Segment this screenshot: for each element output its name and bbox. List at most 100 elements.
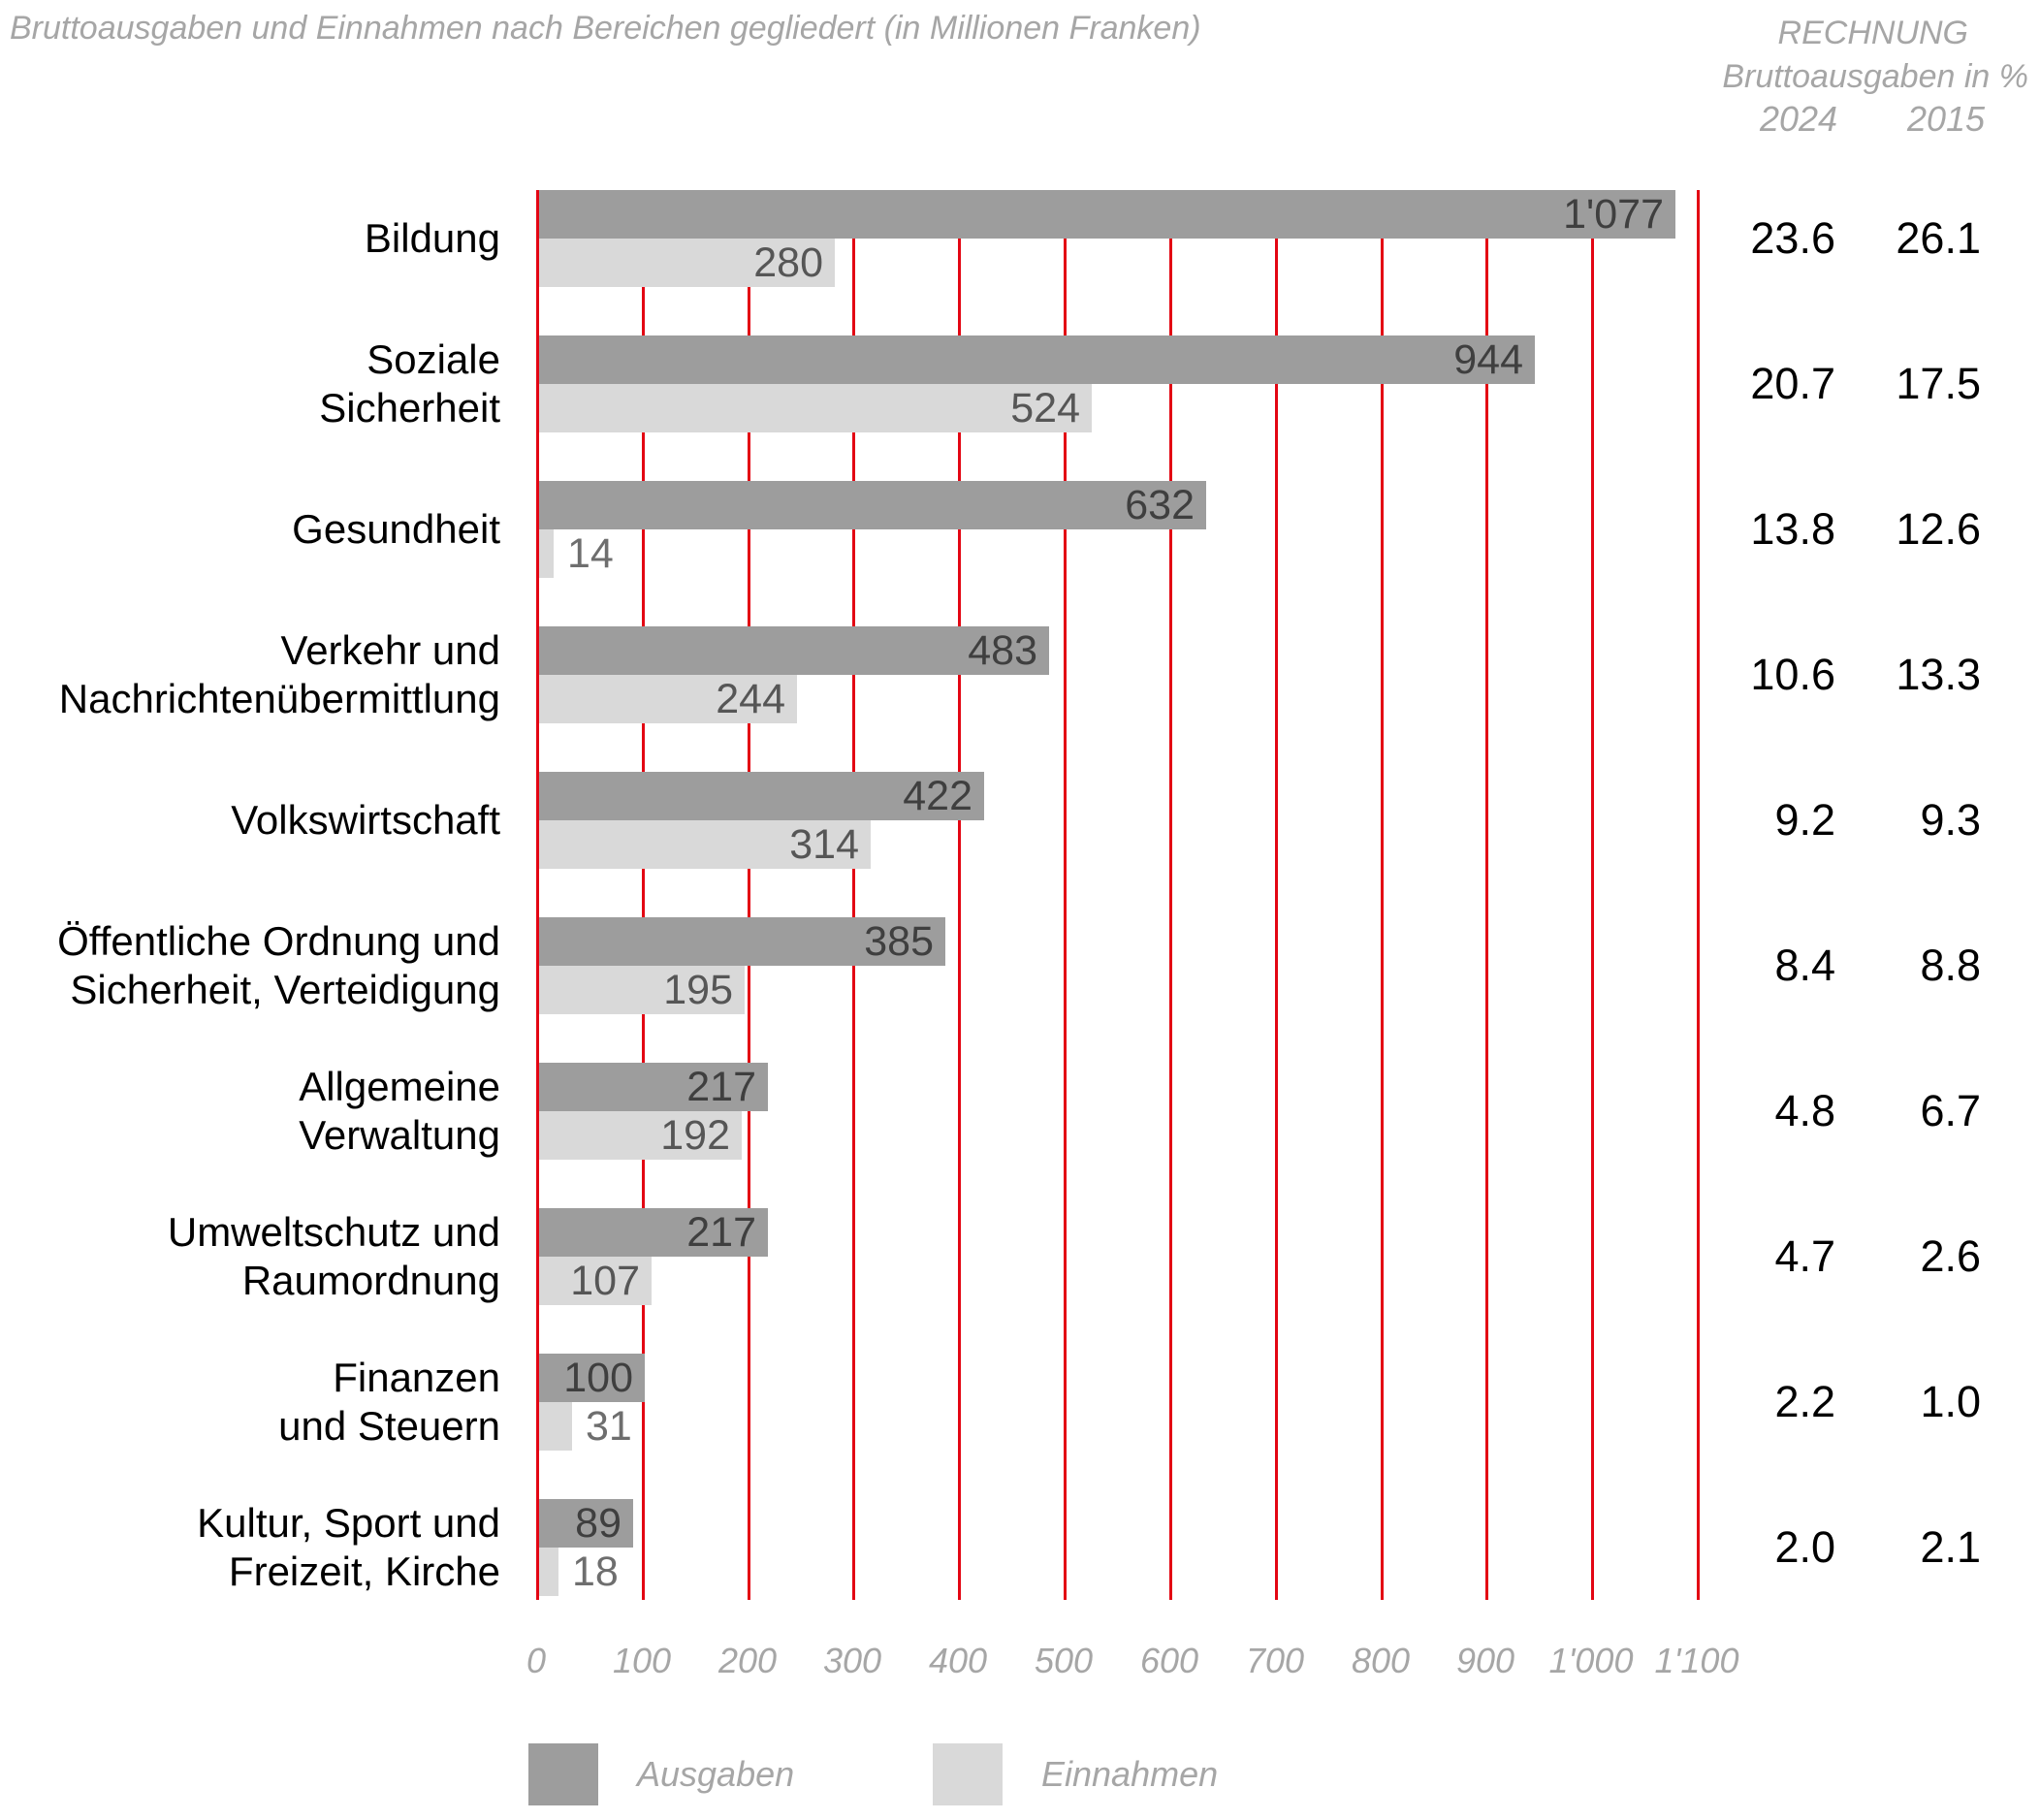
percent-2024: 23.6 <box>1750 213 1835 263</box>
column-year-2015: 2015 <box>1906 99 1986 139</box>
legend-swatch <box>528 1743 598 1805</box>
x-tick-label: 0 <box>526 1641 547 1680</box>
bar-value-label: 14 <box>567 529 614 577</box>
bar-value-label: 483 <box>968 626 1037 674</box>
ausgaben-bar: 100 <box>539 1354 645 1402</box>
bar-value-label: 1'077 <box>1563 190 1664 238</box>
gridline <box>1064 190 1067 1600</box>
category-label: Verkehr und Nachrichtenübermittlung <box>58 627 500 721</box>
bar-value-label: 632 <box>1125 481 1195 528</box>
bar-value-label: 31 <box>586 1402 632 1450</box>
einnahmen-bar: 244 <box>539 675 797 723</box>
x-tick-label: 600 <box>1139 1641 1199 1680</box>
bar-row: 100 31 <box>536 1354 1697 1451</box>
bar-value-label: 385 <box>864 917 934 965</box>
percent-2015: 2.1 <box>1920 1522 1981 1572</box>
percent-columns-header: RECHNUNG Bruttoausgaben in % <box>1551 12 2028 99</box>
percent-2015: 13.3 <box>1896 650 1981 699</box>
percent-2015: 6.7 <box>1920 1086 1981 1135</box>
x-tick-label: 800 <box>1351 1641 1411 1680</box>
chart-title: Bruttoausgaben und Einnahmen nach Bereic… <box>10 10 1201 47</box>
x-tick-label: 1'000 <box>1548 1641 1634 1680</box>
gridline <box>1485 190 1488 1600</box>
bar-value-label: 89 <box>575 1499 622 1547</box>
category-label: Öffentliche Ordnung und Sicherheit, Verte… <box>57 918 500 1012</box>
gridline <box>1169 190 1172 1600</box>
percent-2015: 12.6 <box>1896 504 1981 554</box>
x-tick-label: 300 <box>822 1641 882 1680</box>
bar-value-label: 18 <box>572 1548 619 1595</box>
category-label: Kultur, Sport und Freizeit, Kirche <box>197 1500 500 1594</box>
ausgaben-bar: 422 <box>539 772 984 820</box>
einnahmen-bar: 18 <box>539 1548 619 1596</box>
gridline <box>852 190 855 1600</box>
x-tick-label: 400 <box>928 1641 988 1680</box>
bar-row: 483 244 <box>536 626 1697 723</box>
bar-value-label: 195 <box>663 966 733 1013</box>
percent-2024: 8.4 <box>1774 941 1835 990</box>
percent-2024: 4.8 <box>1774 1086 1835 1135</box>
bar-value-label: 422 <box>903 772 972 819</box>
legend-label: Einnahmen <box>1041 1754 1219 1794</box>
einnahmen-bar: 31 <box>539 1402 632 1451</box>
gridline <box>1591 190 1594 1600</box>
percent-2015: 9.3 <box>1920 795 1981 845</box>
percent-2015: 1.0 <box>1920 1377 1981 1426</box>
bar-row: 422 314 <box>536 772 1697 869</box>
ausgaben-bar: 1'077 <box>539 190 1675 239</box>
ausgaben-bar: 217 <box>539 1063 768 1111</box>
bar-value-label: 217 <box>686 1063 756 1110</box>
percent-2024: 9.2 <box>1774 795 1835 845</box>
bar-value-label: 192 <box>660 1111 730 1159</box>
category-label: Soziale Sicherheit <box>319 336 500 431</box>
percent-2024: 13.8 <box>1750 504 1835 554</box>
ausgaben-bar: 89 <box>539 1499 633 1548</box>
bar-row: 89 18 <box>536 1499 1697 1596</box>
bar-value-label: 217 <box>686 1208 756 1256</box>
bar-row: 944 524 <box>536 335 1697 432</box>
legend-item: Ausgaben <box>528 1743 794 1805</box>
gridline <box>1697 190 1700 1600</box>
bar-row: 1'077 280 <box>536 190 1697 287</box>
legend-label: Ausgaben <box>637 1754 795 1794</box>
x-tick-label: 200 <box>717 1641 778 1680</box>
percent-2015: 2.6 <box>1920 1231 1981 1281</box>
bar-value-label: 107 <box>570 1257 640 1304</box>
ausgaben-bar: 483 <box>539 626 1049 675</box>
y-axis-line <box>536 190 539 1600</box>
einnahmen-bar: 524 <box>539 384 1092 432</box>
percent-2024: 20.7 <box>1750 359 1835 408</box>
einnahmen-bar: 107 <box>539 1257 652 1305</box>
bar-value-label: 524 <box>1010 384 1080 431</box>
x-tick-label: 500 <box>1034 1641 1094 1680</box>
legend-swatch <box>933 1743 1003 1805</box>
ausgaben-bar: 385 <box>539 917 945 966</box>
percent-2024: 10.6 <box>1750 650 1835 699</box>
category-label: Volkswirtschaft <box>231 797 500 843</box>
bar-value-label: 100 <box>563 1354 633 1401</box>
bar-value-label: 280 <box>753 239 823 286</box>
bar-value-label: 944 <box>1453 335 1523 383</box>
category-label: Gesundheit <box>292 506 500 552</box>
percent-2015: 26.1 <box>1896 213 1981 263</box>
einnahmen-bar: 14 <box>539 529 614 578</box>
gridline <box>958 190 961 1600</box>
category-label: Umweltschutz und Raumordnung <box>167 1209 500 1303</box>
percent-2024: 2.0 <box>1774 1522 1835 1572</box>
einnahmen-bar: 280 <box>539 239 835 287</box>
column-year-2024: 2024 <box>1759 99 1838 139</box>
einnahmen-bar: 195 <box>539 966 745 1014</box>
x-tick-label: 1'100 <box>1654 1641 1739 1680</box>
ausgaben-bar: 217 <box>539 1208 768 1257</box>
plot-area: 1'077 280 944 524 632 14 483 244 422 314 385 195 217… <box>536 190 1700 1600</box>
ausgaben-bar: 632 <box>539 481 1206 529</box>
percent-2015: 17.5 <box>1896 359 1981 408</box>
category-label: Allgemeine Verwaltung <box>299 1064 500 1158</box>
percent-2015: 8.8 <box>1920 941 1981 990</box>
x-tick-label: 100 <box>612 1641 672 1680</box>
legend-item: Einnahmen <box>933 1743 1218 1805</box>
gridline <box>1275 190 1278 1600</box>
bar-row: 385 195 <box>536 917 1697 1014</box>
bar-value-label: 244 <box>716 675 785 722</box>
